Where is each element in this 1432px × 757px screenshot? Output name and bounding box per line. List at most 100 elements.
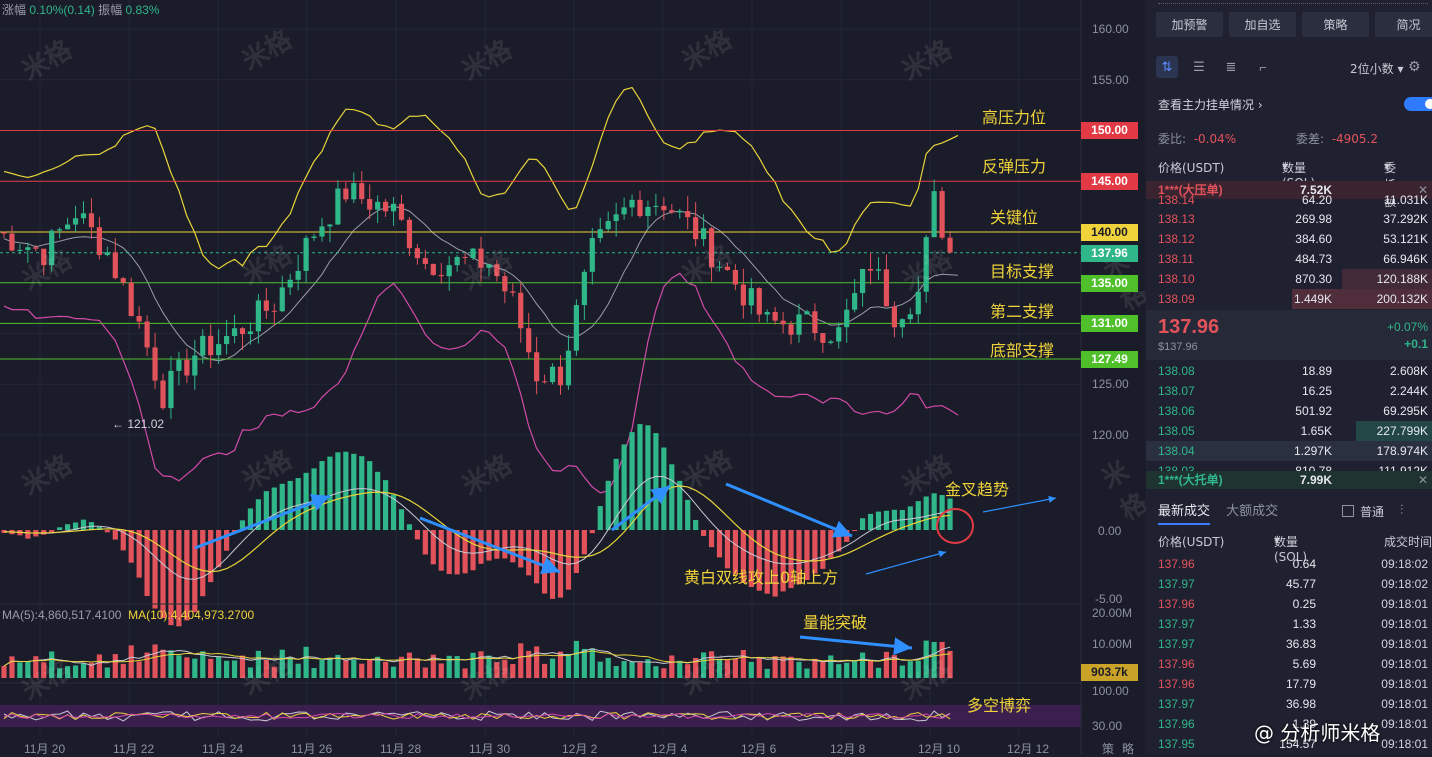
- candle-body: [931, 191, 937, 238]
- candle-body: [49, 230, 55, 266]
- bids-only-icon[interactable]: ☰: [1193, 59, 1205, 74]
- volume-bar: [756, 657, 762, 678]
- bid-row[interactable]: 138.06 501.92 69.295K: [1146, 401, 1432, 421]
- close-icon[interactable]: ✕: [1417, 473, 1428, 487]
- normal-checkbox[interactable]: 普通: [1342, 503, 1384, 520]
- macd-bar: [645, 425, 651, 530]
- order-ratio: 委比: -0.04%: [1158, 130, 1236, 147]
- volume-bar: [518, 643, 524, 678]
- macd-bar: [398, 509, 405, 530]
- compact-view-icon[interactable]: ⌐: [1259, 59, 1267, 75]
- volume-bar: [1, 665, 7, 678]
- macd-bar: [120, 530, 126, 551]
- volume-ma10: MA(10):4,404,973.2700: [128, 608, 255, 622]
- candle-body: [820, 333, 826, 343]
- volume-panel: [0, 603, 1081, 678]
- volume-bar: [788, 656, 794, 678]
- normal-label: 普通: [1360, 505, 1385, 519]
- header-qty[interactable]: 数量 (SOL) ▾: [1282, 159, 1315, 190]
- candle-body: [534, 352, 540, 382]
- bid-row[interactable]: 138.04 1.297K 178.974K: [1146, 441, 1432, 461]
- volume-bar: [685, 664, 691, 678]
- macd-bar: [542, 530, 548, 594]
- trade-price: 137.96: [1158, 717, 1195, 731]
- ask-row[interactable]: 138.12 384.60 53.121K: [1146, 229, 1432, 249]
- candle-body: [112, 252, 118, 279]
- trend-arrow: [799, 635, 913, 656]
- trade-time: 09:18:01: [1381, 637, 1428, 651]
- macd-bar: [653, 433, 659, 530]
- candle-body: [96, 227, 102, 256]
- ask-row[interactable]: 138.09 1.449K 200.132K: [1146, 289, 1432, 309]
- orderbook-view-icons: ⇅ ☰ ≣ ⌐: [1156, 56, 1274, 78]
- volume-bar: [629, 661, 635, 678]
- volume-bar: [653, 666, 659, 678]
- ask-amount: 11.031K: [1384, 193, 1428, 207]
- candle-body: [454, 256, 460, 266]
- decimal-select[interactable]: 2位小数 ▾: [1350, 62, 1404, 76]
- trade-row: 137.96 17.79 09:18:01: [1146, 674, 1432, 694]
- volume-bar: [96, 654, 102, 678]
- ask-row[interactable]: 138.10 870.30 120.188K: [1146, 269, 1432, 289]
- ask-amount: 53.121K: [1383, 232, 1428, 246]
- volume-bar: [883, 651, 890, 678]
- volume-bar: [836, 664, 842, 678]
- strategy-button[interactable]: 策略: [1302, 12, 1369, 37]
- volume-bar: [931, 641, 937, 678]
- trade-qty: 36.98: [1285, 697, 1316, 711]
- volume-bar: [216, 657, 222, 678]
- bid-row[interactable]: 138.05 1.65K 227.799K: [1146, 421, 1432, 441]
- main-order-toggle[interactable]: [1404, 97, 1432, 111]
- ask-row[interactable]: 138.14 64.20 11.031K: [1146, 190, 1432, 210]
- trade-qty: 45.77: [1285, 577, 1316, 591]
- macd-bar: [677, 480, 683, 530]
- add-alert-button[interactable]: 加预警: [1156, 12, 1223, 37]
- volume-bar: [565, 653, 572, 678]
- ask-row[interactable]: 138.11 484.73 66.946K: [1146, 249, 1432, 269]
- volume-bar: [367, 659, 373, 678]
- bid-row[interactable]: 138.07 16.25 2.244K: [1146, 381, 1432, 401]
- x-tick: 12月 8: [830, 742, 866, 756]
- volume-bar: [136, 661, 142, 678]
- macd-bar: [200, 530, 206, 597]
- header-amount[interactable]: 委托额 ▾: [1384, 159, 1397, 209]
- volume-bar: [359, 663, 365, 678]
- list-settings-icon[interactable]: ⫶: [1400, 502, 1404, 517]
- trade-header-qty[interactable]: 数量(SOL) ▾: [1274, 533, 1308, 564]
- overview-button[interactable]: 简况: [1375, 12, 1432, 37]
- trade-row: 137.97 36.83 09:18:01: [1146, 634, 1432, 654]
- candle-body: [271, 310, 277, 312]
- tab-large-trades[interactable]: 大额成交: [1226, 504, 1279, 519]
- volume-legend: MA(5):4,860,517.4100 MA(10):4,404,973.27…: [2, 608, 254, 622]
- price-stats: 涨幅 0.10%(0.14) 振幅 0.83%: [2, 1, 159, 18]
- volume-bar: [200, 651, 206, 678]
- change-value: 0.10%(0.14): [29, 3, 95, 17]
- add-watchlist-button[interactable]: 加自选: [1229, 12, 1296, 37]
- bid-qty: 18.89: [1301, 364, 1332, 378]
- candle-body: [311, 236, 317, 238]
- price-level-label: 140.00: [1081, 224, 1138, 241]
- chart-area[interactable]: 涨幅 0.10%(0.14) 振幅 0.83% 米格 米格 米格 米格 米格 米…: [0, 0, 1152, 756]
- bid-row[interactable]: 138.08 18.89 2.608K: [1146, 361, 1432, 381]
- ask-row[interactable]: 138.13 269.98 37.292K: [1146, 209, 1432, 229]
- candle-body: [462, 256, 468, 258]
- candle-body: [279, 287, 285, 312]
- macd-dea-line: [3, 485, 951, 573]
- macd-bar: [565, 530, 572, 590]
- ask-amount: 37.292K: [1383, 212, 1428, 226]
- volume-bar: [716, 659, 723, 678]
- trade-time: 09:18:01: [1381, 737, 1428, 751]
- settings-icon[interactable]: ⚙: [1408, 58, 1421, 74]
- both-sides-icon[interactable]: ⇅: [1156, 56, 1178, 78]
- close-icon[interactable]: ✕: [1417, 183, 1428, 197]
- volume-bar: [104, 667, 110, 678]
- macd-bar: [621, 444, 627, 530]
- candle-body: [573, 305, 579, 351]
- candle-body: [549, 366, 556, 383]
- checkbox-icon[interactable]: [1342, 505, 1354, 517]
- tab-latest-trades[interactable]: 最新成交: [1158, 504, 1211, 525]
- candlestick-chart[interactable]: [0, 0, 1145, 754]
- candle-body: [875, 269, 882, 271]
- main-order-link[interactable]: 查看主力挂单情况 ›: [1158, 98, 1263, 112]
- asks-only-icon[interactable]: ≣: [1225, 59, 1237, 74]
